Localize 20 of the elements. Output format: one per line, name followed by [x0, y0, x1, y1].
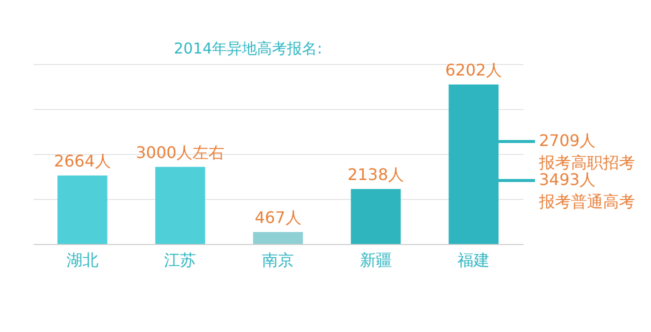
- bar: [155, 166, 206, 244]
- bar: [448, 84, 499, 244]
- x-tick-label: 湖北: [66, 250, 98, 270]
- text: 报考普通高考: [538, 192, 635, 211]
- data-label: 3000人左右: [136, 142, 225, 162]
- x-tick-label: 新疆: [360, 250, 392, 270]
- bar: [57, 175, 108, 244]
- bar: [253, 232, 303, 244]
- data-label: 2138人: [347, 165, 404, 184]
- text: 2709人: [539, 131, 596, 150]
- text: 3493人: [539, 170, 596, 189]
- x-tick-label: 江苏: [164, 250, 196, 270]
- x-tick-label: 福建: [458, 250, 490, 270]
- chart-title: 2014年异地高考报名:: [174, 40, 322, 58]
- data-label: 6202人: [445, 60, 502, 80]
- data-label: 2664人: [54, 151, 111, 170]
- x-tick-label: 南京: [262, 250, 294, 270]
- data-label: 467人: [254, 208, 302, 227]
- text: 报考高职招考: [538, 153, 635, 172]
- bar: [350, 189, 401, 244]
